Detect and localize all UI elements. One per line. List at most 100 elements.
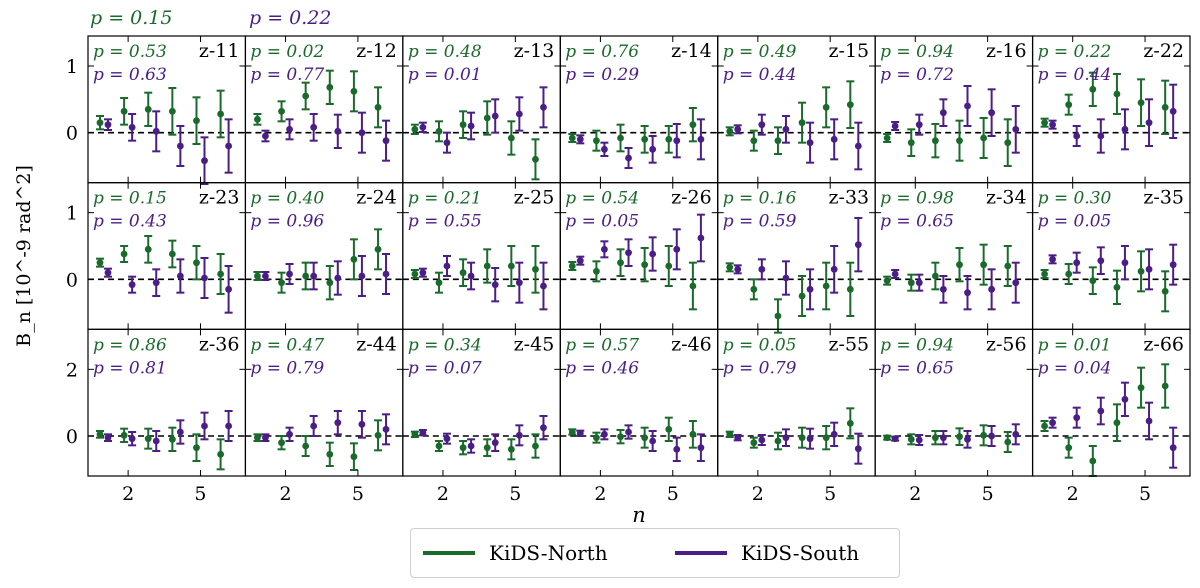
south-point — [128, 435, 136, 443]
panel-label: z-13 — [514, 40, 555, 62]
panel-z-13: p = 0.48 p = 0.01 z-13 — [402, 35, 561, 184]
south-point — [1012, 125, 1020, 133]
north-point — [217, 110, 225, 118]
north-point — [254, 115, 261, 123]
south-point — [176, 428, 184, 436]
north-point — [1113, 419, 1121, 427]
south-point — [104, 269, 112, 277]
panel-p-south: p = 0.43 — [93, 212, 167, 232]
north-point — [1065, 101, 1073, 109]
north-point — [883, 434, 891, 442]
north-point — [1065, 270, 1073, 278]
south-point — [734, 265, 742, 273]
south-point — [964, 289, 971, 297]
south-point — [1121, 395, 1129, 403]
panel-p-south: p = 0.04 — [1038, 358, 1112, 378]
south-point — [310, 272, 318, 280]
north-point — [374, 431, 382, 439]
panel-p-north: p = 0.57 — [565, 335, 639, 355]
panel-z-56: p = 0.94 p = 0.65 z-56 2 5 — [874, 328, 1034, 505]
south-point — [443, 262, 451, 270]
north-point — [641, 135, 649, 143]
north-point — [459, 269, 467, 277]
south-point — [939, 109, 947, 117]
north-point — [1089, 277, 1097, 285]
panel-label: z-33 — [829, 187, 870, 209]
south-point — [891, 435, 899, 443]
north-point — [144, 435, 152, 443]
y-tick-label: 1 — [66, 56, 78, 78]
north-point — [483, 262, 491, 270]
north-point — [168, 107, 176, 115]
south-point — [1097, 407, 1105, 415]
panel-label: z-14 — [671, 40, 712, 62]
north-point — [956, 261, 963, 269]
south-point — [964, 102, 971, 110]
south-point — [176, 142, 184, 150]
north-point — [617, 433, 624, 441]
panel-p-north: p = 0.30 — [1038, 189, 1112, 209]
south-point — [782, 125, 790, 133]
panel-label: z-23 — [199, 187, 240, 209]
south-point — [734, 125, 742, 133]
panel-frame — [1031, 328, 1191, 477]
south-point — [673, 245, 681, 253]
panel-z-34: p = 0.98 p = 0.65 z-34 — [874, 182, 1034, 330]
panel-p-south: p = 0.01 — [408, 65, 482, 85]
south-point — [782, 274, 790, 282]
south-point — [1121, 125, 1129, 133]
north-point — [1089, 457, 1097, 465]
x-tick-label: 5 — [667, 483, 679, 505]
north-point — [1161, 382, 1169, 390]
north-point — [846, 285, 854, 293]
south-point — [806, 435, 814, 443]
north-point — [593, 267, 600, 275]
south-point — [697, 234, 705, 242]
south-point — [1121, 259, 1129, 267]
north-point — [665, 425, 673, 433]
panel-z-35: p = 0.30 p = 0.05 z-35 — [1031, 182, 1191, 330]
north-point — [1004, 262, 1012, 270]
north-point — [1089, 85, 1097, 93]
panel-label: z-16 — [986, 40, 1027, 62]
south-point — [419, 123, 427, 131]
south-point — [806, 285, 814, 293]
y-tick-label: 1 — [66, 203, 78, 225]
north-point — [1161, 103, 1169, 111]
south-point — [286, 125, 293, 133]
south-point — [576, 135, 584, 143]
south-point — [515, 279, 523, 287]
south-point — [939, 434, 947, 442]
north-point — [507, 445, 515, 453]
south-point — [491, 112, 499, 120]
north-point — [689, 121, 697, 129]
south-point — [262, 132, 269, 140]
north-point — [822, 434, 830, 442]
south-point — [310, 123, 318, 131]
panel-z-66: p = 0.01 p = 0.04 z-66 2 5 — [1031, 328, 1191, 505]
north-point — [278, 279, 285, 287]
north-point — [168, 435, 176, 443]
panel-p-north: p = 0.40 — [250, 189, 324, 209]
north-point — [350, 87, 358, 95]
south-point — [830, 265, 838, 273]
panel-p-south: p = 0.96 — [250, 212, 324, 232]
north-point — [120, 431, 128, 439]
panel-p-south: p = 0.46 — [565, 358, 639, 378]
north-point — [374, 245, 382, 253]
south-point — [225, 142, 233, 150]
north-point — [907, 279, 915, 287]
north-point — [883, 134, 891, 142]
south-point — [540, 282, 547, 290]
south-point — [697, 135, 705, 143]
panel-p-north: p = 0.15 — [93, 189, 167, 209]
south-point — [1169, 444, 1177, 452]
panel-p-south: p = 0.77 — [250, 65, 324, 85]
north-point — [1137, 267, 1145, 275]
north-point — [689, 430, 697, 438]
south-point — [467, 272, 475, 280]
south-point — [201, 157, 208, 165]
north-point — [1004, 438, 1012, 446]
panel-label: z-22 — [1143, 40, 1184, 62]
